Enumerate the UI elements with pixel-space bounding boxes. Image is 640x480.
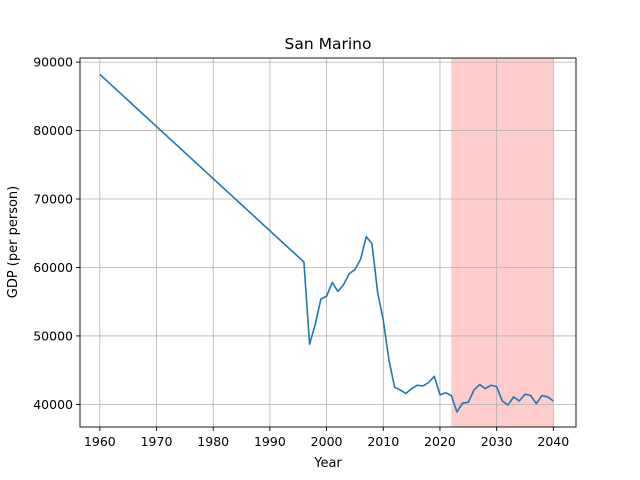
y-tick-label: 90000 (33, 55, 73, 70)
series-line (99, 73, 554, 413)
x-tick-label: 2000 (311, 434, 343, 449)
x-tick-label: 1970 (141, 434, 173, 449)
forecast-highlight-band (451, 58, 554, 427)
x-tick-label: 1960 (84, 434, 116, 449)
y-tick-label: 40000 (33, 397, 73, 412)
x-tick-label: 2010 (367, 434, 399, 449)
x-tick-label: 1990 (254, 434, 286, 449)
x-tick-label: 2030 (481, 434, 513, 449)
chart-title: San Marino (285, 35, 372, 53)
axes-frame (79, 57, 577, 428)
x-tick-label: 2020 (424, 434, 456, 449)
y-axis-label: GDP (per person) (6, 186, 21, 299)
x-axis-label: Year (313, 456, 342, 471)
y-tick-label: 70000 (33, 192, 73, 207)
y-tick-label: 50000 (33, 328, 73, 343)
plot-area: 1960 1970 1980 1990 2000 2010 2020 2030 2040 4000… (33, 55, 577, 449)
x-tick-label: 2040 (537, 434, 569, 449)
x-tick-label: 1980 (197, 434, 229, 449)
y-tick-label: 80000 (33, 123, 73, 138)
y-tick-label: 60000 (33, 260, 73, 275)
